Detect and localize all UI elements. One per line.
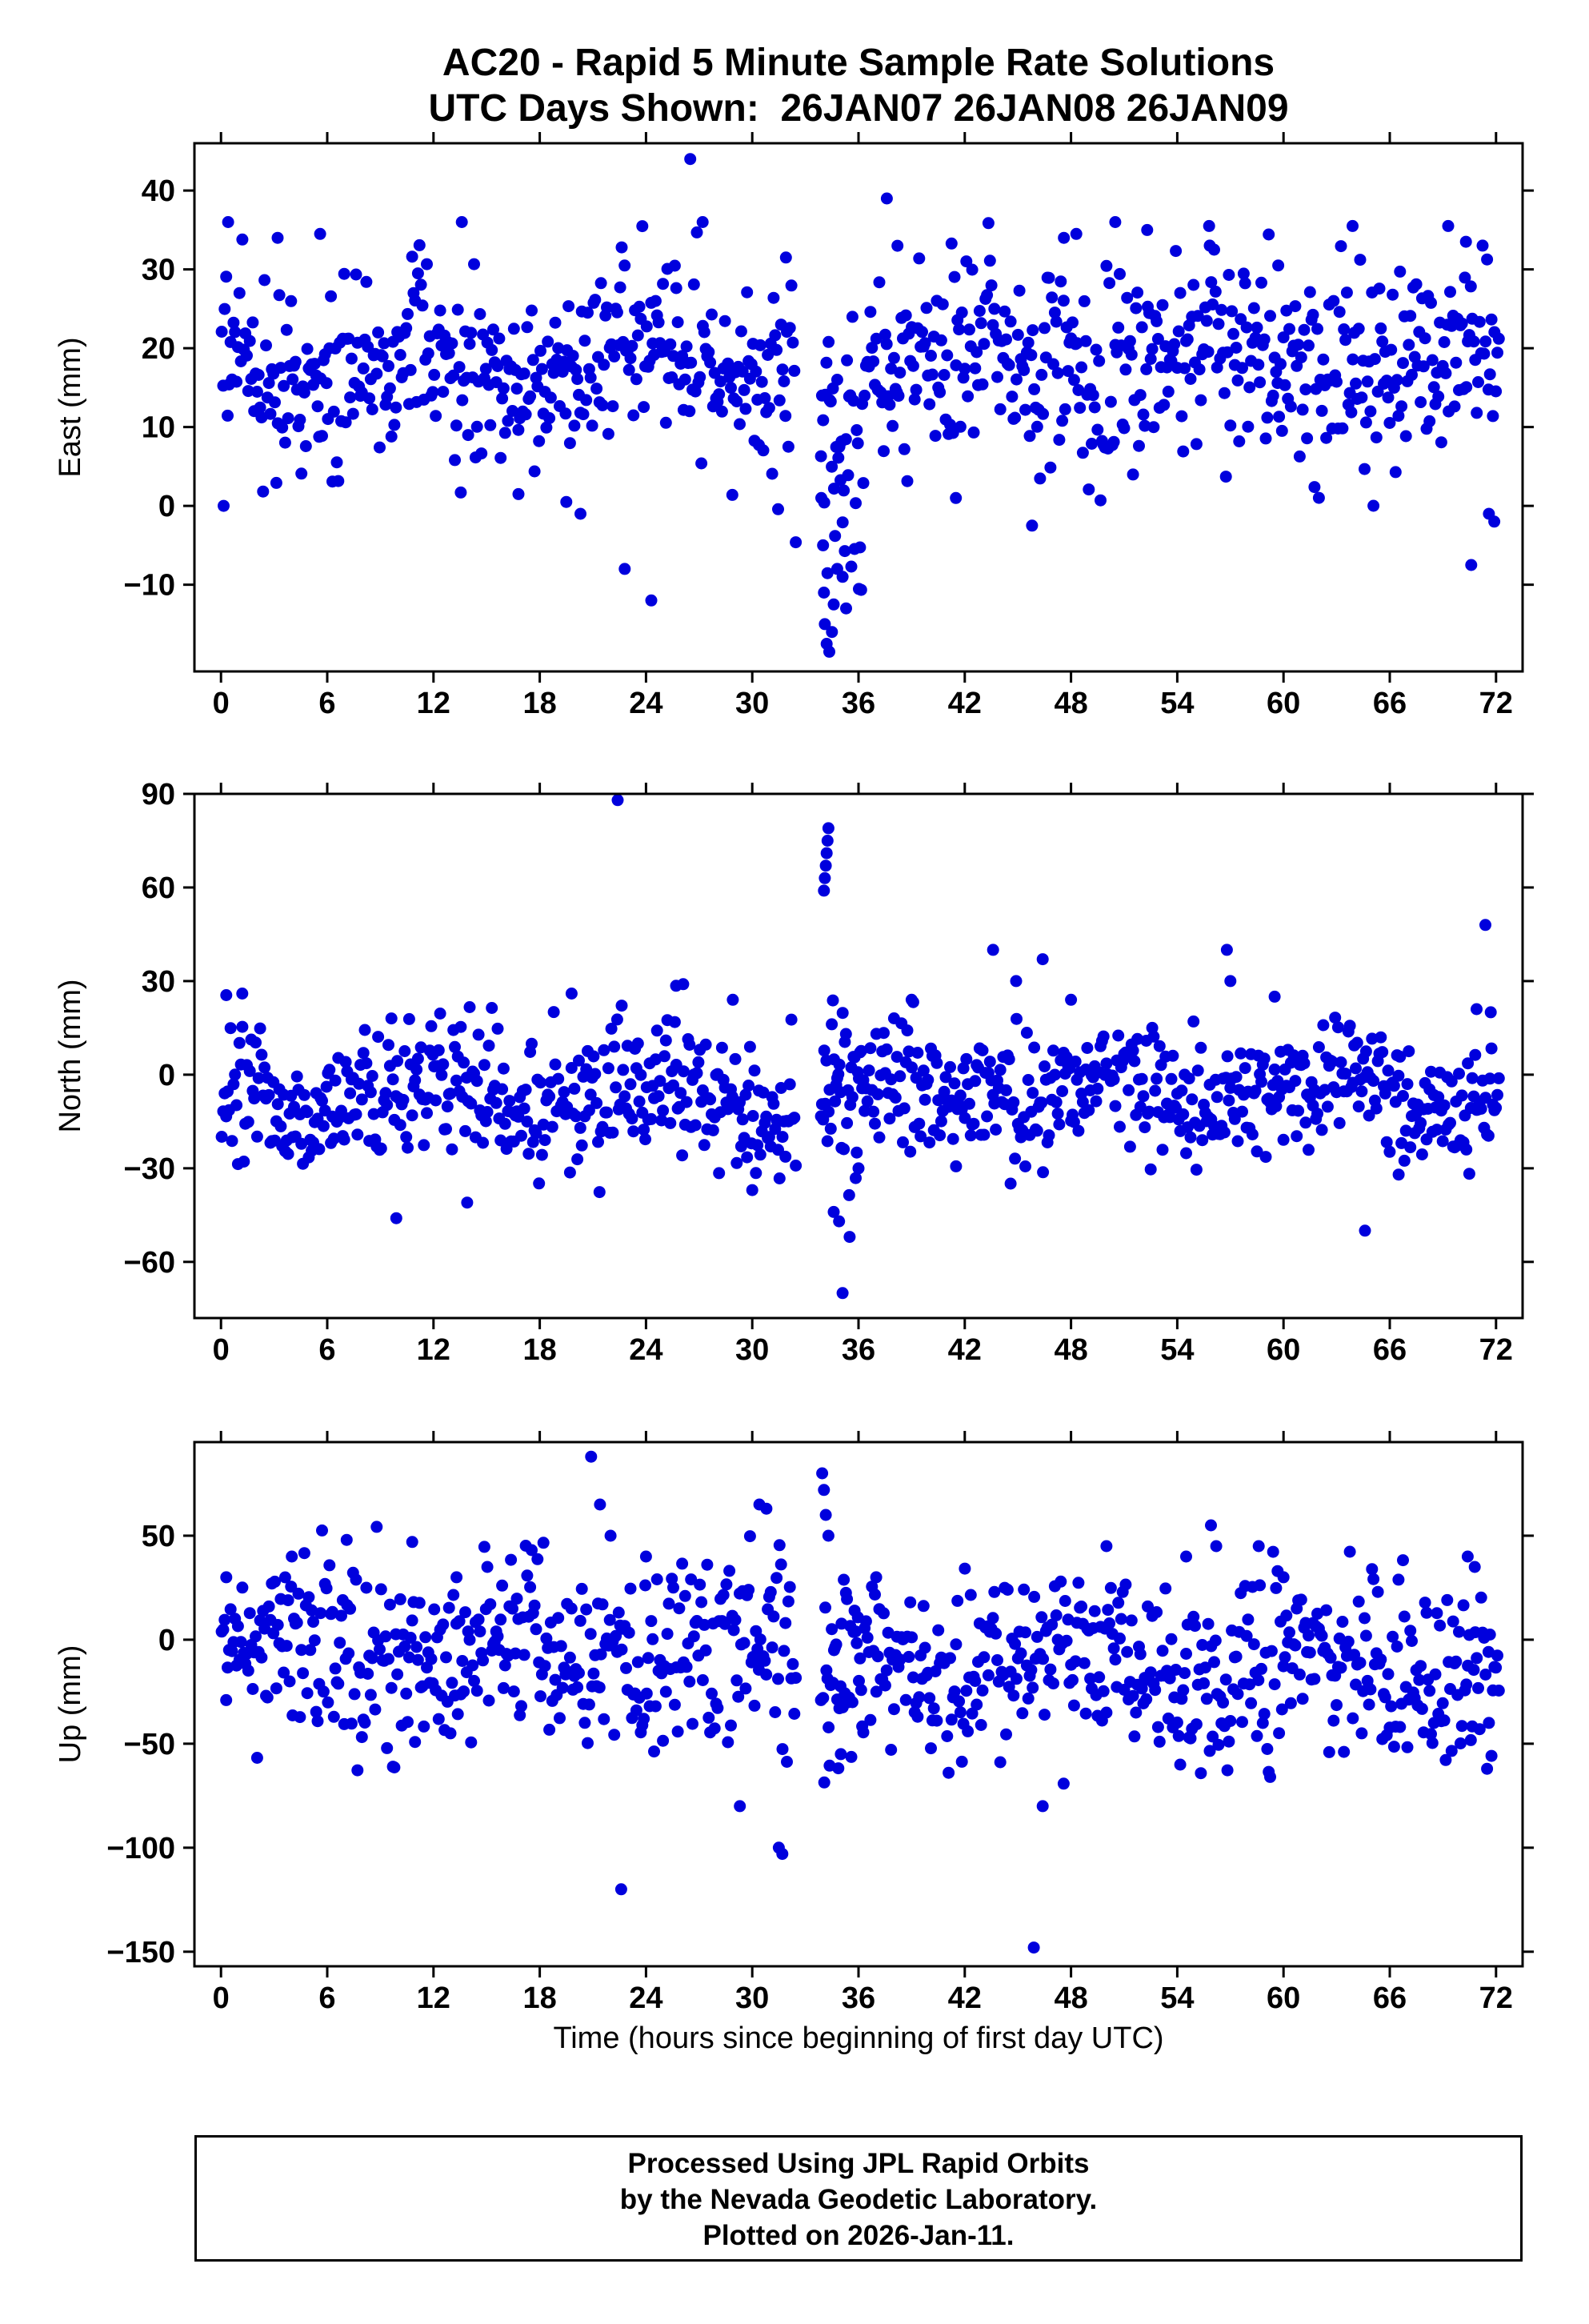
svg-text:30: 30 [735, 1981, 769, 2015]
svg-text:36: 36 [842, 1981, 875, 2015]
scatter-panel-east: 0 6 12 18 24 30 36 42 48 54 60 66 72 −10 0 10 20 30 40 East… [54, 132, 1534, 720]
svg-text:42: 42 [948, 1981, 982, 2015]
svg-text:36: 36 [842, 687, 875, 720]
footer-line-3: Plotted on 2026-Jan-11. [702, 2220, 1015, 2251]
svg-text:66: 66 [1373, 687, 1407, 720]
svg-text:10: 10 [142, 411, 175, 445]
data-points [215, 1450, 1505, 1954]
svg-text:60: 60 [1267, 1333, 1300, 1367]
svg-text:−10: −10 [124, 569, 175, 603]
x-axis-label: Time (hours since beginning of first day… [553, 2021, 1163, 2055]
y-axis-label: Up (mm) [54, 1645, 87, 1764]
svg-text:50: 50 [142, 1520, 175, 1553]
svg-text:0: 0 [213, 1981, 230, 2015]
svg-text:36: 36 [842, 1333, 875, 1367]
scatter-panel-up: 0 6 12 18 24 30 36 42 48 54 60 66 72 −150 −100 −50 0 50 Up… [54, 1431, 1534, 2055]
svg-text:54: 54 [1160, 1333, 1194, 1367]
svg-text:12: 12 [417, 1981, 450, 2015]
svg-text:−30: −30 [124, 1152, 175, 1186]
svg-text:60: 60 [142, 872, 175, 905]
svg-text:66: 66 [1373, 1981, 1407, 2015]
svg-text:60: 60 [1267, 1981, 1300, 2015]
svg-text:30: 30 [735, 687, 769, 720]
svg-text:60: 60 [1267, 687, 1300, 720]
svg-text:20: 20 [142, 332, 175, 366]
svg-text:66: 66 [1373, 1333, 1407, 1367]
footer-note-box: Processed Using JPL Rapid Orbits by the … [194, 2135, 1523, 2262]
axis-ticks [183, 132, 1534, 683]
svg-text:6: 6 [318, 1981, 335, 2015]
svg-text:24: 24 [629, 687, 662, 720]
tick-labels: 0 6 12 18 24 30 36 42 48 54 60 66 72 −60 −30 0 30 60 90 [124, 778, 1513, 1367]
footer-line-2: by the Nevada Geodetic Laboratory. [619, 2184, 1098, 2215]
svg-text:48: 48 [1054, 1981, 1087, 2015]
svg-text:6: 6 [318, 1333, 335, 1367]
svg-text:42: 42 [948, 687, 982, 720]
tick-labels: 0 6 12 18 24 30 36 42 48 54 60 66 72 −150 −100 −50 0 50 [106, 1520, 1513, 2015]
svg-text:30: 30 [142, 965, 175, 999]
svg-text:6: 6 [318, 687, 335, 720]
data-points [215, 794, 1505, 1300]
svg-text:72: 72 [1479, 687, 1513, 720]
svg-text:24: 24 [629, 1333, 662, 1367]
svg-text:72: 72 [1479, 1333, 1513, 1367]
scatter-panel-north: 0 6 12 18 24 30 36 42 48 54 60 66 72 −60 −30 0 30 60 90 Nor… [54, 778, 1534, 1367]
svg-text:0: 0 [213, 1333, 230, 1367]
y-axis-label: East (mm) [54, 337, 87, 477]
svg-text:0: 0 [158, 1624, 175, 1657]
axis-ticks [183, 1431, 1534, 1977]
plot-frame [193, 1440, 1524, 1968]
chart-title: AC20 - Rapid 5 Minute Sample Rate Soluti… [128, 40, 1589, 131]
footer-line-1: Processed Using JPL Rapid Orbits [627, 2148, 1090, 2179]
svg-text:90: 90 [142, 778, 175, 811]
svg-text:54: 54 [1160, 1981, 1194, 2015]
svg-text:18: 18 [522, 1333, 556, 1367]
svg-text:−100: −100 [106, 1832, 175, 1865]
svg-text:30: 30 [735, 1333, 769, 1367]
svg-text:18: 18 [522, 687, 556, 720]
tick-labels: 0 6 12 18 24 30 36 42 48 54 60 66 72 −10 0 10 20 30 40 [124, 174, 1513, 720]
svg-text:−60: −60 [124, 1246, 175, 1280]
svg-text:0: 0 [213, 687, 230, 720]
chart-title-line1: AC20 - Rapid 5 Minute Sample Rate Soluti… [442, 42, 1275, 84]
svg-text:48: 48 [1054, 687, 1087, 720]
svg-text:40: 40 [142, 174, 175, 208]
svg-text:0: 0 [158, 490, 175, 523]
svg-text:54: 54 [1160, 687, 1194, 720]
axis-ticks [183, 783, 1534, 1329]
svg-text:−150: −150 [106, 1936, 175, 1969]
svg-text:−50: −50 [124, 1728, 175, 1761]
svg-text:48: 48 [1054, 1333, 1087, 1367]
svg-text:72: 72 [1479, 1981, 1513, 2015]
y-axis-label: North (mm) [54, 979, 87, 1132]
svg-text:18: 18 [522, 1981, 556, 2015]
svg-text:30: 30 [142, 254, 175, 287]
chart-title-line2: UTC Days Shown: 26JAN07 26JAN08 26JAN09 [428, 87, 1289, 130]
svg-text:42: 42 [948, 1333, 982, 1367]
svg-text:0: 0 [158, 1059, 175, 1092]
svg-text:12: 12 [417, 1333, 450, 1367]
svg-text:12: 12 [417, 687, 450, 720]
data-points [215, 153, 1505, 658]
svg-text:24: 24 [629, 1981, 662, 2015]
